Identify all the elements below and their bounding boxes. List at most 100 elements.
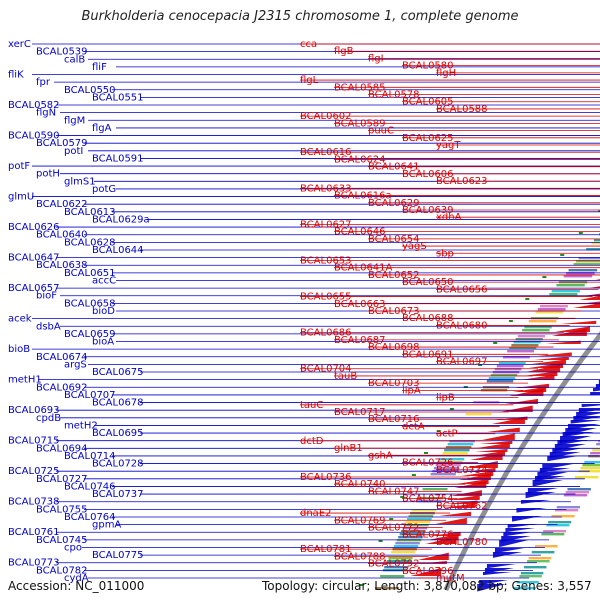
cog-block-outer	[573, 263, 600, 266]
chromosome-backbone	[443, 331, 600, 592]
gene-label: BCAL0775	[92, 550, 144, 561]
cog-block-inner	[574, 476, 599, 479]
gene-label: BCAL0551	[92, 92, 144, 103]
scale-tick-mark	[542, 276, 547, 278]
gene-label: BCAL0639	[402, 205, 454, 216]
gene-label: BCAL0686	[300, 328, 352, 339]
cog-block-outer	[445, 446, 472, 449]
cog-block-outer	[430, 473, 456, 476]
gene-label: BCAL0589	[334, 118, 386, 129]
reverse-strand-feature	[532, 480, 563, 487]
forward-strand-feature	[443, 503, 476, 508]
gene-label: BCAL0692	[36, 382, 88, 393]
cog-block-outer	[395, 542, 420, 545]
cog-block-inner	[592, 449, 600, 452]
gene-label: mutM	[436, 573, 465, 584]
cog-block-inner	[516, 581, 539, 584]
gene-label: BCAL0605	[402, 97, 454, 108]
forward-strand-feature	[417, 552, 449, 560]
cog-block-outer	[447, 443, 474, 446]
gene-label: potI	[64, 146, 83, 157]
forward-strand-feature	[537, 352, 572, 356]
reverse-strand-feature	[503, 532, 533, 537]
gene-label: BCAL0623	[436, 176, 488, 187]
gene-label: BCAL0796	[402, 566, 454, 577]
gene-label: BCAL0694	[36, 443, 88, 454]
gene-label: BCAL0747	[368, 486, 420, 497]
gene-label: BCAL0659	[64, 329, 116, 340]
gene-label: yagS	[402, 241, 427, 252]
gene-label: flgI	[368, 53, 384, 64]
cog-block-outer	[568, 269, 598, 272]
gene-label: BCAL0655	[300, 292, 352, 303]
gene-label: BCAL0656	[436, 284, 488, 295]
forward-strand-feature	[491, 417, 525, 424]
gene-label: BCAL0781	[300, 544, 352, 555]
gene-label: BCAL0591	[92, 153, 144, 164]
cog-block-outer	[393, 545, 419, 548]
forward-strand-feature	[525, 364, 561, 372]
cog-block-inner	[563, 494, 588, 497]
gene-label: tauB	[334, 371, 357, 382]
gene-label: dsbA	[36, 321, 61, 332]
gene-label: BCAL0680	[436, 320, 488, 331]
gene-label: BCAL0663	[334, 299, 386, 310]
gene-label: BCAL0616a	[334, 191, 392, 202]
gene-label: gpmA	[92, 520, 121, 531]
cog-block-outer	[537, 308, 566, 311]
gene-label: actP	[436, 429, 458, 440]
gene-label: BCAL0633	[300, 183, 352, 194]
cog-block-outer	[586, 248, 600, 251]
gene-label: glmU	[8, 192, 34, 203]
gene-label: potG	[92, 184, 116, 195]
cog-block-outer	[411, 509, 437, 512]
scale-tick-mark	[436, 430, 441, 432]
cog-block-inner	[523, 566, 547, 569]
scale-tick-mark	[378, 540, 383, 542]
gene-label: BCAL0580	[402, 61, 454, 72]
cog-block-outer	[402, 527, 428, 530]
gene-label: glnB1	[334, 443, 363, 454]
gene-label: BCAL0769	[334, 515, 386, 526]
cog-block-inner	[551, 515, 575, 518]
reverse-strand-feature	[539, 468, 571, 473]
forward-strand-feature	[499, 405, 533, 412]
cog-block-inner	[546, 524, 570, 527]
gene-label: BCAL0704	[300, 364, 352, 375]
reverse-strand-feature	[505, 528, 536, 533]
gene-label: BCAL0650	[402, 277, 454, 288]
cog-block-outer	[511, 344, 539, 347]
cog-block-outer	[444, 449, 470, 452]
gene-label: BCAL0716	[368, 414, 420, 425]
gene-label: flgB	[334, 46, 354, 57]
forward-strand-feature	[582, 293, 600, 296]
reverse-strand-feature	[549, 452, 581, 459]
forward-strand-feature	[477, 442, 510, 448]
cog-block-outer	[578, 257, 600, 260]
gene-label: BCAL0638	[36, 260, 88, 271]
forward-strand-feature	[474, 448, 508, 452]
gene-label: BCAL0740	[334, 479, 386, 490]
gene-label: yagT	[436, 140, 461, 151]
cog-block-outer	[404, 524, 429, 527]
forward-strand-feature	[486, 427, 520, 432]
gene-label: BCAL0585	[334, 82, 386, 93]
scale-tick-mark	[508, 320, 513, 322]
gene-label: calB	[64, 54, 85, 65]
gene-label: BCAL0755	[36, 504, 88, 515]
gene-label: BCAL0616	[300, 147, 352, 158]
gene-label: BCAL0693	[8, 405, 60, 416]
gene-label: BCAL0678	[92, 398, 144, 409]
gene-label: fpr	[36, 77, 51, 88]
reverse-strand-feature	[482, 572, 512, 576]
forward-strand-feature	[595, 279, 600, 280]
gene-label: metH2	[64, 420, 98, 431]
gene-label: BCAL0691	[402, 349, 454, 360]
cog-block-inner	[513, 587, 536, 590]
gene-label: potH	[36, 169, 60, 180]
gene-label: flgL	[300, 75, 319, 86]
reverse-strand-feature	[557, 440, 589, 446]
forward-strand-feature	[458, 473, 491, 480]
forward-strand-feature	[509, 388, 544, 396]
